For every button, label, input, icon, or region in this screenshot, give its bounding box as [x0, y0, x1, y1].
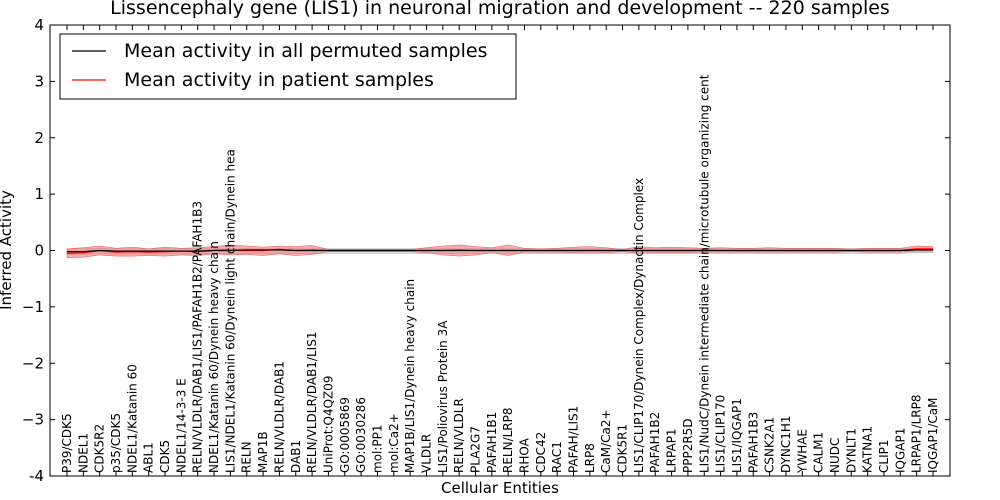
x-tick-label: PPP2R5D [681, 418, 695, 473]
x-tick-label: VLDLR [419, 434, 433, 473]
x-tick-label: PAFAH1B2 [648, 412, 662, 473]
y-tick-label: −3 [22, 411, 44, 429]
y-tick-label: 3 [34, 72, 44, 90]
x-tick-label: LRP8 [583, 443, 597, 473]
x-tick-label: PAFAH/LIS1 [567, 406, 581, 473]
x-tick-label: DYNC1H1 [779, 415, 793, 473]
x-tick-label: NDEL1 [76, 433, 90, 473]
y-tick-label: 1 [34, 185, 44, 203]
x-tick-label: LIS1/CLIP170 [714, 395, 728, 473]
plot-frame [49, 24, 951, 477]
x-tick-label: GO:0005869 [338, 397, 352, 473]
x-tick-label: CaM/Ca2+ [599, 409, 613, 473]
x-tick-label: RELN/LRP8 [501, 407, 515, 473]
x-tick-label: RHOA [518, 437, 532, 473]
x-tick-label: PLA2G7 [468, 426, 482, 473]
y-tick-label: 2 [34, 129, 44, 147]
x-tick-label: RELN/VLDLR/DAB1/LIS1/PAFAH1B2/PAFAH1B3 [191, 201, 205, 473]
x-tick-label: CDK5 [158, 440, 172, 473]
x-tick-label: IQGAP1/CaM [926, 398, 940, 474]
x-tick-label: NDEL1/Katanin 60/Dynein heavy chain [207, 241, 221, 473]
x-tick-label: LRPAP1/LRP8 [910, 394, 924, 473]
x-tick-label: CDC42 [534, 432, 548, 473]
x-tick-label: P39/CDK5 [60, 413, 74, 473]
x-tick-label: mol:PP1 [370, 424, 384, 473]
x-tick-label: DAB1 [289, 440, 303, 473]
x-tick-label: NDEL1/14-3-3 E [174, 378, 188, 473]
x-tick-label: CDK5R2 [93, 424, 107, 473]
x-tick-label: PAFAH1B1 [485, 412, 499, 473]
x-tick-label: MAP1B/LIS1/Dynein heavy chain [403, 279, 417, 473]
x-tick-label: IQGAP1 [893, 428, 907, 473]
x-tick-label: LIS1/CLIP170/Dynein Complex/Dynactin Com… [632, 178, 646, 473]
x-tick-label: LIS1/IQGAP1 [730, 398, 744, 473]
y-axis-label: Inferred Activity [0, 190, 15, 310]
series-lines [66, 248, 933, 254]
x-tick-label: KATNA1 [861, 426, 875, 473]
series-line-permuted [67, 249, 933, 253]
x-tick-label: RELN [240, 441, 254, 473]
y-axis-ticks: -4 −3 −2 −1 0 1 2 3 4 [22, 16, 950, 485]
x-tick-label: RELN/VLDLR/DAB1/LIS1 [305, 332, 319, 473]
x-tick-label: GO:0030286 [354, 397, 368, 473]
x-tick-label: CLIP1 [877, 440, 891, 473]
x-tick-label: CSNK2A1 [763, 417, 777, 473]
y-tick-label: 4 [34, 16, 44, 34]
x-tick-label: MAP1B [256, 431, 270, 473]
x-tick-label: LIS1/NudC/Dynein intermediate chain/micr… [697, 74, 711, 473]
x-tick-label: RELN/VLDLR [452, 398, 466, 473]
x-tick-label: mol:Ca2+ [387, 413, 401, 473]
band-patient [66, 244, 934, 259]
x-tick-label: PAFAH1B3 [746, 412, 760, 473]
legend-box [59, 33, 517, 100]
x-tick-label: LIS1/NDEL1/Katanin 60/Dynein light chain… [223, 149, 237, 473]
x-tick-label: LRPAP1 [665, 428, 679, 473]
legend: Mean activity in all permuted samples Me… [59, 33, 517, 100]
x-tick-label: LIS1/Poliovirus Protein 3A [436, 320, 450, 473]
x-axis-label: Cellular Entities [441, 479, 559, 497]
x-axis-ticks: P39/CDK5 NDEL1 CDK5R2 p35/CDK5 NDEL1/Katanin… [60, 25, 940, 476]
y-tick-label: −1 [22, 298, 44, 316]
chart-title: Lissencephaly gene (LIS1) in neuronal mi… [110, 0, 890, 19]
x-tick-label: YWHAE [795, 429, 809, 474]
x-tick-label: RAC1 [550, 441, 564, 473]
x-tick-label: NDEL1/Katanin 60 [125, 364, 139, 473]
x-tick-label: ABL1 [142, 442, 156, 473]
y-tick-label: 0 [34, 242, 44, 260]
x-tick-label: CALM1 [812, 432, 826, 473]
x-tick-label: UniProt:Q4QZ09 [321, 375, 335, 473]
x-tick-label: DYNLT1 [844, 428, 858, 473]
x-tick-label: CDK5R1 [616, 424, 630, 473]
legend-label-patient: Mean activity in patient samples [124, 69, 434, 91]
x-tick-label: p35/CDK5 [109, 413, 123, 473]
y-tick-label: −2 [22, 354, 44, 372]
x-tick-label: NUDC [828, 438, 842, 473]
legend-label-permuted: Mean activity in all permuted samples [124, 40, 487, 62]
x-tick-label: RELN/VLDLR/DAB1 [272, 361, 286, 473]
y-tick-label: -4 [29, 467, 44, 485]
